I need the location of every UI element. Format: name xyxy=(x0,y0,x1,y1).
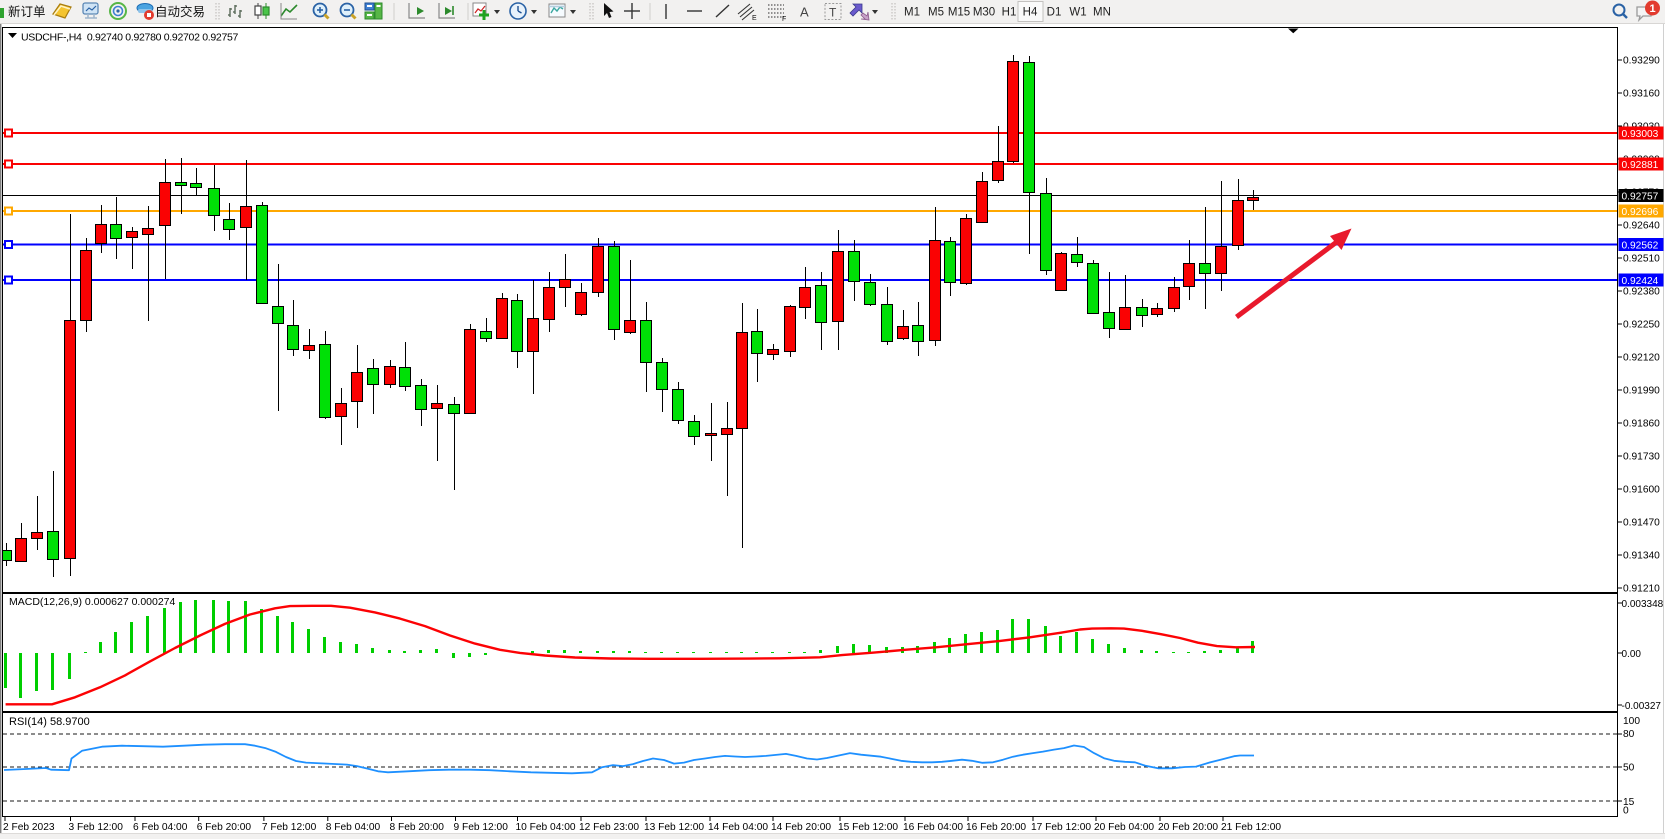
svg-text:15: 15 xyxy=(1623,797,1635,808)
svg-text:0.92510: 0.92510 xyxy=(1623,254,1660,265)
svg-text:RSI(14) 58.9700: RSI(14) 58.9700 xyxy=(9,716,90,728)
svg-text:9 Feb 12:00: 9 Feb 12:00 xyxy=(454,822,509,833)
svg-text:M15: M15 xyxy=(948,7,970,19)
svg-text:M1: M1 xyxy=(904,7,920,19)
svg-text:0.92562: 0.92562 xyxy=(1622,241,1659,252)
svg-text:自动交易: 自动交易 xyxy=(155,4,205,19)
svg-text:0.92757: 0.92757 xyxy=(1622,192,1659,203)
svg-text:0.93290: 0.93290 xyxy=(1623,56,1660,67)
svg-text:MN: MN xyxy=(1093,7,1111,19)
svg-text:0: 0 xyxy=(1623,806,1629,817)
svg-text:MACD(12,26,9) 0.000627 0.00027: MACD(12,26,9) 0.000627 0.000274 xyxy=(9,596,176,608)
svg-text:0.92250: 0.92250 xyxy=(1623,320,1660,331)
svg-text:0.91210: 0.91210 xyxy=(1623,584,1660,595)
svg-text:0.91860: 0.91860 xyxy=(1623,419,1660,430)
svg-text:0.91730: 0.91730 xyxy=(1623,452,1660,463)
svg-text:8 Feb 20:00: 8 Feb 20:00 xyxy=(390,822,445,833)
svg-text:E: E xyxy=(752,15,757,22)
svg-text:0.92380: 0.92380 xyxy=(1623,287,1660,298)
svg-text:0.92640: 0.92640 xyxy=(1623,221,1660,232)
svg-text:16 Feb 04:00: 16 Feb 04:00 xyxy=(903,822,963,833)
svg-text:USDCHF-,H4 0.92740 0.92780 0.: USDCHF-,H4 0.92740 0.92780 0.92702 0.927… xyxy=(21,32,239,44)
svg-text:0.91470: 0.91470 xyxy=(1623,518,1660,529)
svg-text:H1: H1 xyxy=(1002,7,1017,19)
svg-text:20 Feb 04:00: 20 Feb 04:00 xyxy=(1094,822,1154,833)
svg-text:新订单: 新订单 xyxy=(8,4,46,19)
svg-text:-0.00327: -0.00327 xyxy=(1622,701,1662,712)
svg-text:0.92120: 0.92120 xyxy=(1623,353,1660,364)
svg-text:H4: H4 xyxy=(1023,7,1038,19)
svg-text:M30: M30 xyxy=(973,7,995,19)
svg-text:6 Feb 04:00: 6 Feb 04:00 xyxy=(133,822,188,833)
svg-text:0.93003: 0.93003 xyxy=(1622,129,1659,140)
svg-text:14 Feb 20:00: 14 Feb 20:00 xyxy=(771,822,831,833)
svg-text:6 Feb 20:00: 6 Feb 20:00 xyxy=(197,822,252,833)
svg-text:0.91990: 0.91990 xyxy=(1623,386,1660,397)
svg-text:50: 50 xyxy=(1623,763,1635,774)
svg-text:0.91340: 0.91340 xyxy=(1623,551,1660,562)
svg-text:10 Feb 04:00: 10 Feb 04:00 xyxy=(516,822,576,833)
svg-text:17 Feb 12:00: 17 Feb 12:00 xyxy=(1031,822,1091,833)
svg-text:T: T xyxy=(829,6,837,20)
svg-text:W1: W1 xyxy=(1069,7,1086,19)
svg-text:13 Feb 12:00: 13 Feb 12:00 xyxy=(644,822,704,833)
svg-text:15 Feb 12:00: 15 Feb 12:00 xyxy=(838,822,898,833)
svg-text:20 Feb 20:00: 20 Feb 20:00 xyxy=(1158,822,1218,833)
svg-text:0.92424: 0.92424 xyxy=(1622,276,1659,287)
svg-text:21 Feb 12:00: 21 Feb 12:00 xyxy=(1221,822,1281,833)
svg-text:0.93160: 0.93160 xyxy=(1623,89,1660,100)
svg-text:3 Feb 12:00: 3 Feb 12:00 xyxy=(69,822,124,833)
svg-text:16 Feb 20:00: 16 Feb 20:00 xyxy=(966,822,1026,833)
svg-text:2 Feb 2023: 2 Feb 2023 xyxy=(3,822,55,833)
svg-text:8 Feb 04:00: 8 Feb 04:00 xyxy=(326,822,381,833)
svg-text:1: 1 xyxy=(1649,3,1655,15)
svg-text:0.92881: 0.92881 xyxy=(1622,160,1659,171)
svg-text:0.00: 0.00 xyxy=(1622,649,1642,660)
svg-text:M5: M5 xyxy=(928,7,944,19)
svg-text:0.91600: 0.91600 xyxy=(1623,485,1660,496)
svg-text:12 Feb 23:00: 12 Feb 23:00 xyxy=(579,822,639,833)
svg-text:80: 80 xyxy=(1623,729,1635,740)
svg-text:0.92696: 0.92696 xyxy=(1622,207,1659,218)
svg-text:100: 100 xyxy=(1623,716,1640,727)
svg-text:F: F xyxy=(782,16,786,23)
svg-text:A: A xyxy=(800,5,809,20)
svg-text:7 Feb 12:00: 7 Feb 12:00 xyxy=(262,822,317,833)
svg-text:0.003348: 0.003348 xyxy=(1622,599,1664,610)
svg-text:14 Feb 04:00: 14 Feb 04:00 xyxy=(708,822,768,833)
svg-text:D1: D1 xyxy=(1047,7,1062,19)
